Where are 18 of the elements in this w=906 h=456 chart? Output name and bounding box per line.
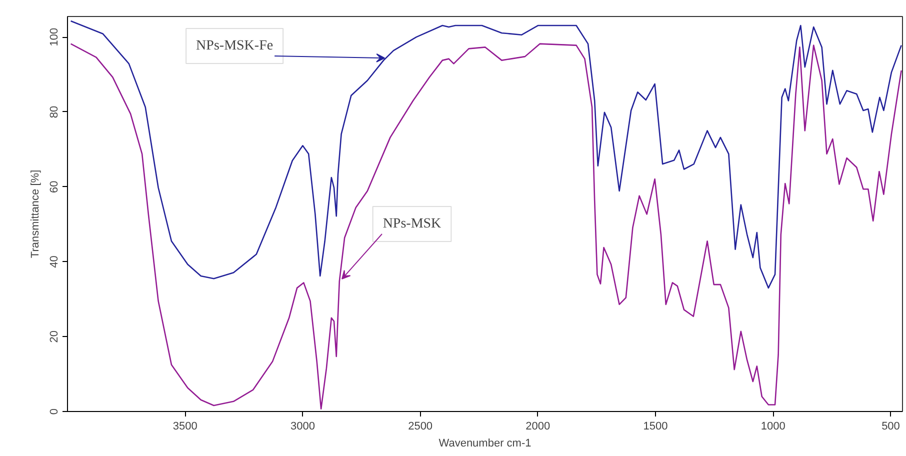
x-tick-label: 1000 [760,420,786,432]
x-tick-label: 3500 [172,420,198,432]
x-tick-label: 500 [882,420,900,432]
line-series [70,20,902,289]
x-tick-label: 2000 [526,420,550,432]
x-tick-label: 2500 [408,420,433,432]
x-axis-title: Wavenumber cm-1 [438,438,532,450]
y-tick-label: 100 [48,28,60,46]
annotation: NPs-MSK-Fe [196,38,274,54]
x-tick-label: 1500 [643,420,668,432]
y-tick-label: 20 [48,330,60,343]
x-tick-label: 3000 [290,420,315,432]
annotation: NPs-MSK [382,216,442,232]
y-tick-label: 80 [48,106,60,118]
y-tick-label: 40 [48,256,60,268]
y-tick-label: 0 [48,408,60,415]
y-axis-title: Transmittance [%] [30,170,42,258]
y-tick-label: 60 [48,180,60,193]
